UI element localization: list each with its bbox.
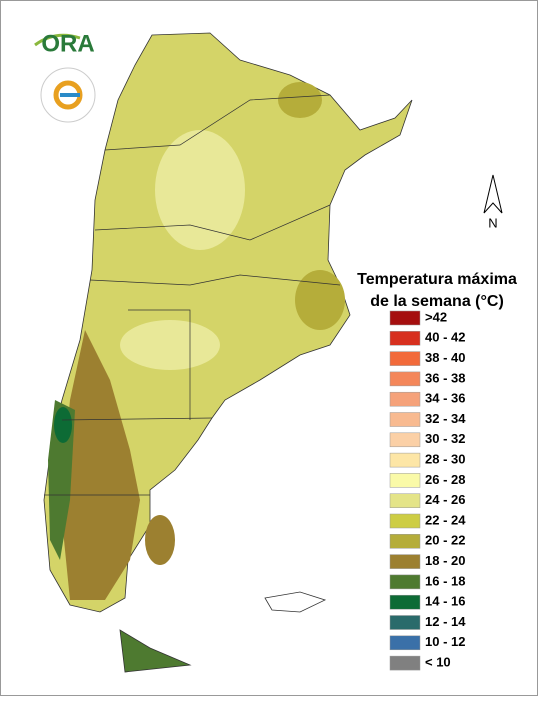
temperature-zones: [48, 82, 345, 600]
legend-label: 20 - 22: [425, 533, 465, 548]
legend-title: de la semana (°C): [370, 293, 504, 310]
legend-label: 24 - 26: [425, 492, 465, 507]
legend-label: 10 - 12: [425, 634, 465, 649]
legend-swatch: [389, 432, 421, 448]
legend-label: 34 - 36: [425, 391, 465, 406]
legend-swatch: [389, 554, 421, 569]
legend-label: 38 - 40: [425, 350, 465, 365]
legend-title: Temperatura máxima: [357, 271, 517, 288]
logo-text: ORA: [41, 30, 94, 57]
malvinas: [264, 591, 327, 613]
legend-swatch: [389, 574, 421, 590]
legend-swatch: [389, 473, 421, 488]
legend-label: 16 - 18: [425, 573, 465, 588]
north-label: N: [488, 215, 497, 230]
legend-label: 14 - 16: [425, 594, 465, 609]
legend-label: 30 - 32: [425, 431, 465, 446]
legend-swatch: [389, 310, 421, 326]
legend-swatch: [389, 513, 421, 529]
legend-label: < 10: [425, 655, 451, 670]
logo: ORA: [34, 30, 96, 123]
legend-label: >42: [425, 309, 447, 324]
legend-swatch: [389, 371, 421, 387]
legend-swatch: [389, 655, 421, 671]
legend-label: 18 - 20: [425, 553, 465, 568]
legend: >42 40 - 42 38 - 40 36 - 38 34 - 36 32 - 34 30…: [389, 309, 466, 671]
legend-label: 28 - 30: [425, 452, 465, 467]
legend-label: 36 - 38: [425, 370, 465, 385]
legend-label: 40 - 42: [425, 330, 465, 345]
north-arrow: N: [483, 174, 503, 230]
legend-swatch: [389, 635, 421, 651]
legend-swatch: [389, 391, 421, 407]
legend-label: 32 - 34: [425, 411, 466, 426]
legend-swatch: [389, 351, 421, 366]
tierra-del-fuego: [119, 629, 192, 673]
legend-swatch: [389, 493, 421, 508]
legend-swatch: [389, 615, 421, 630]
legend-swatch: [389, 412, 421, 427]
legend-swatch: [389, 534, 421, 549]
legend-label: 26 - 28: [425, 472, 465, 487]
legend-swatch: [389, 594, 421, 610]
legend-swatch: [389, 331, 421, 346]
legend-label: 12 - 14: [425, 614, 466, 629]
legend-label: 22 - 24: [425, 512, 466, 527]
province-borders: [44, 94, 341, 496]
legend-swatch: [389, 452, 421, 468]
